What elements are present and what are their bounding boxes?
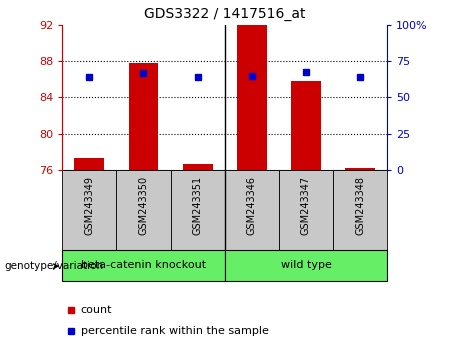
Bar xyxy=(225,170,279,250)
Text: GSM243348: GSM243348 xyxy=(355,176,365,235)
Bar xyxy=(183,165,213,170)
Bar xyxy=(62,250,225,281)
Bar xyxy=(116,170,171,250)
Text: percentile rank within the sample: percentile rank within the sample xyxy=(81,326,269,336)
Bar xyxy=(279,170,333,250)
Text: beta-catenin knockout: beta-catenin knockout xyxy=(81,261,206,270)
Bar xyxy=(62,170,116,250)
Text: GSM243351: GSM243351 xyxy=(193,176,203,235)
Text: count: count xyxy=(81,305,112,315)
Bar xyxy=(345,168,375,170)
Bar xyxy=(74,158,104,170)
Bar xyxy=(333,170,387,250)
Text: wild type: wild type xyxy=(281,261,331,270)
Bar xyxy=(171,170,225,250)
Title: GDS3322 / 1417516_at: GDS3322 / 1417516_at xyxy=(144,7,306,21)
Bar xyxy=(291,81,321,170)
Bar xyxy=(237,25,267,170)
Bar xyxy=(225,250,387,281)
Text: genotype/variation: genotype/variation xyxy=(5,261,104,271)
Text: GSM243346: GSM243346 xyxy=(247,176,257,235)
Text: GSM243349: GSM243349 xyxy=(84,176,95,235)
Bar xyxy=(129,63,159,170)
Text: GSM243350: GSM243350 xyxy=(138,176,148,235)
Text: GSM243347: GSM243347 xyxy=(301,176,311,235)
